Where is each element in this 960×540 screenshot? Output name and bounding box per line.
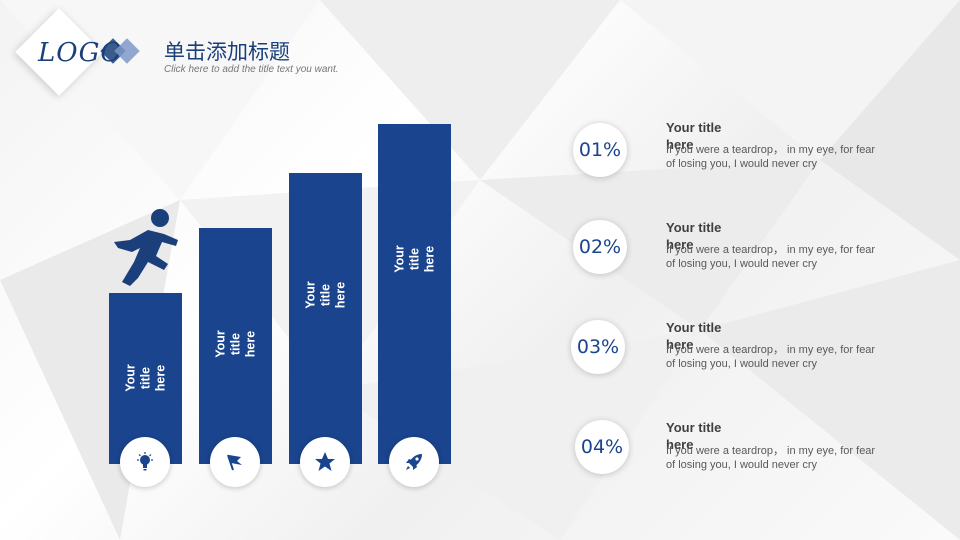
item-3-desc[interactable]: If you were a teardrop， in my eye, for f…	[666, 344, 876, 370]
percent-badge-4: 04%	[575, 420, 629, 474]
bar-2: Your title here	[199, 228, 272, 464]
percent-badge-2: 02%	[573, 220, 627, 274]
percent-value: 02%	[578, 236, 622, 258]
item-2-desc[interactable]: If you were a teardrop， in my eye, for f…	[666, 244, 876, 270]
item-4-desc[interactable]: If you were a teardrop， in my eye, for f…	[666, 445, 876, 471]
item-1-title[interactable]: Your title here	[666, 120, 722, 152]
star-icon	[300, 437, 350, 487]
flag-icon	[210, 437, 260, 487]
item-3-title[interactable]: Your title here	[666, 320, 722, 352]
percent-value: 03%	[576, 336, 620, 358]
lightbulb-icon	[120, 437, 170, 487]
bar-4: Your title here	[378, 124, 451, 464]
percent-value: 04%	[580, 436, 624, 458]
bar-3-label[interactable]: Your title here	[303, 281, 347, 309]
bar-1-label[interactable]: Your title here	[123, 364, 167, 392]
bar-2-label[interactable]: Your title here	[213, 330, 257, 358]
bar-3: Your title here	[289, 173, 362, 464]
percent-badge-1: 01%	[573, 123, 627, 177]
percent-badge-3: 03%	[571, 320, 625, 374]
bar-4-label[interactable]: Your title here	[392, 245, 436, 273]
item-2-title[interactable]: Your title here	[666, 220, 722, 252]
rocket-icon	[389, 437, 439, 487]
runner-icon	[114, 209, 178, 286]
item-1-desc[interactable]: If you were a teardrop， in my eye, for f…	[666, 144, 876, 170]
bar-1: Your title here	[109, 293, 182, 464]
page-title[interactable]: 单击添加标题	[164, 40, 290, 64]
page-subtitle[interactable]: Click here to add the title text you wan…	[164, 64, 339, 75]
percent-value: 01%	[578, 139, 622, 161]
item-4-title[interactable]: Your title here	[666, 420, 722, 452]
